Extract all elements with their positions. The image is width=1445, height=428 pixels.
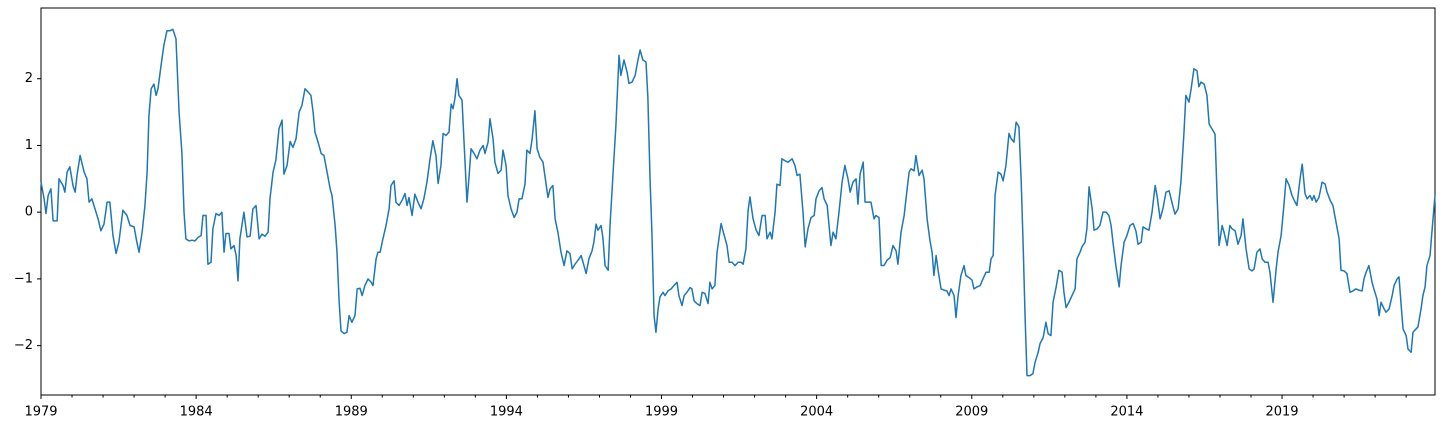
x-tick-label: 2004 [800,405,833,420]
plot-frame [40,7,1436,396]
x-tick-label: 2019 [1265,405,1298,420]
x-tick-label: 1984 [180,405,213,420]
x-tick-label: 1994 [490,405,523,420]
x-tick-label: 1999 [645,405,678,420]
y-tick-label: 1 [25,138,33,153]
x-tick-label: 2014 [1110,405,1143,420]
y-tick-label: −2 [14,338,33,353]
x-tick-label: 1979 [24,405,57,420]
y-tick-label: −1 [14,271,33,286]
x-tick-label: 1989 [335,405,368,420]
data-line [40,28,1436,377]
y-tick-label: 2 [25,71,33,86]
x-tick-label: 2009 [955,405,988,420]
y-tick-label: 0 [25,205,33,220]
